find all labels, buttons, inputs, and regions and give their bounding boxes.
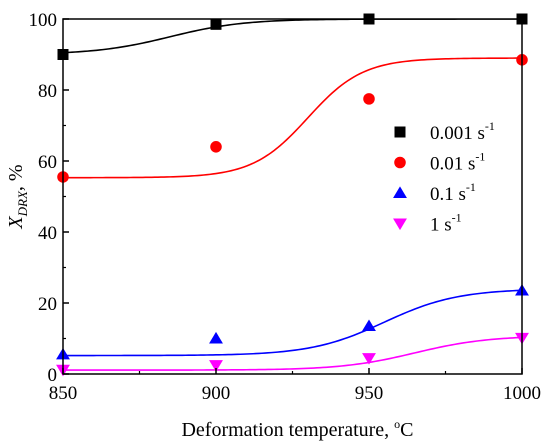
data-point [209,360,223,372]
data-point [210,18,222,30]
y-tick-label: 20 [38,294,57,315]
fit-curve-series-1 [63,57,522,179]
x-axis-title-degree: o [394,417,400,431]
fit-curve-series-0 [63,19,522,54]
legend-label-exponent: -1 [475,150,485,164]
x-axis: 850 900 950 1000 [49,368,541,404]
data-point [210,141,222,153]
legend-marker [393,218,407,231]
legend-label: 0.1 s-1 [430,180,476,205]
y-tick-label: 40 [38,223,57,244]
legend-label-text: 0.01 s [430,154,475,175]
fit-curve-series-2 [63,289,522,357]
legend-label-exponent: -1 [485,119,495,133]
data-point [362,319,376,332]
legend-label-exponent: -1 [452,211,462,225]
legend-label: 0.01 s-1 [430,150,485,175]
y-tick-label: 0 [48,365,58,386]
data-point [363,93,375,105]
legend-label-text: 0.1 s [430,184,466,205]
legend-marker [394,126,406,138]
x-tick-label: 850 [49,383,78,404]
legend-label-exponent: -1 [466,180,476,194]
y-tick-label: 80 [38,81,57,102]
legend: 0.001 s-10.01 s-10.1 s-11 s-1 [393,119,495,236]
y-axis-title-unit: , % [5,164,27,191]
data-point [209,331,223,344]
x-tick-label: 1000 [503,383,541,404]
y-tick-label: 100 [29,10,58,31]
y-axis-title-subscript: DRX [15,190,30,217]
y-axis: 0 20 40 60 80 100 [29,10,69,386]
x-tick-label: 900 [202,383,231,404]
y-axis-title: XDRX, % [5,164,30,229]
fit-curve-series-3 [63,336,522,371]
x-axis-title: Deformation temperature, oC [181,417,413,441]
x-axis-title-unit: C [400,419,413,441]
legend-marker [394,156,406,169]
y-axis-title-symbol: X [5,216,27,230]
legend-label: 1 s-1 [430,211,462,236]
legend-label-text: 0.001 s [430,123,485,144]
legend-label: 0.001 s-1 [430,119,495,144]
x-tick-label: 950 [355,383,384,404]
data-point [362,353,376,365]
legend-marker [393,186,407,198]
y-tick-label: 60 [38,152,57,173]
x-axis-title-main: Deformation temperature, [181,419,394,441]
legend-label-text: 1 s [430,215,452,236]
